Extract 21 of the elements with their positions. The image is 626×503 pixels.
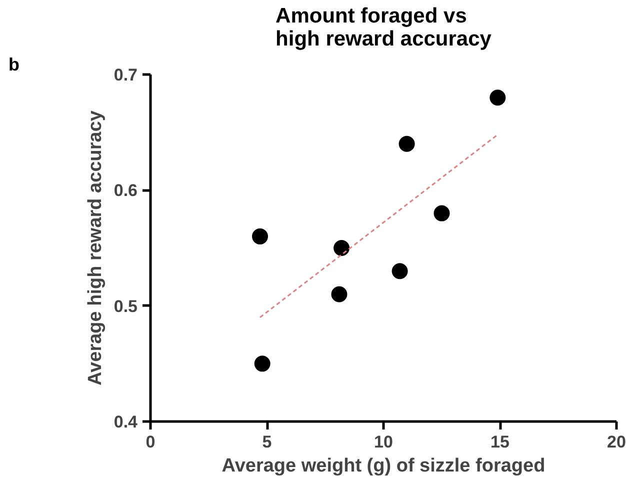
point xyxy=(392,263,408,280)
y-tick-label: 0.7 xyxy=(114,66,138,84)
point xyxy=(254,356,270,372)
x-axis-title: Average weight (g) of sizzle foraged xyxy=(222,456,546,476)
y-tick-label: 0.6 xyxy=(114,181,138,200)
point xyxy=(252,228,268,244)
y-axis-title: Average high reward accuracy xyxy=(84,110,106,386)
point xyxy=(334,240,350,256)
point xyxy=(398,136,415,152)
point xyxy=(490,90,506,106)
x-tick-label: 0 xyxy=(146,432,156,452)
text: b xyxy=(8,54,20,74)
x-tick-label: 5 xyxy=(262,432,272,452)
point xyxy=(331,286,348,302)
x-tick-label: 20 xyxy=(607,432,626,452)
point xyxy=(434,205,450,222)
y-tick-label: 0.5 xyxy=(114,296,138,316)
x-tick-label: 10 xyxy=(374,432,393,452)
chart-title: Amount foraged vs high reward accuracy xyxy=(276,4,492,50)
y-tick-label: 0.4 xyxy=(114,412,138,432)
x-tick-label: 15 xyxy=(490,432,510,452)
